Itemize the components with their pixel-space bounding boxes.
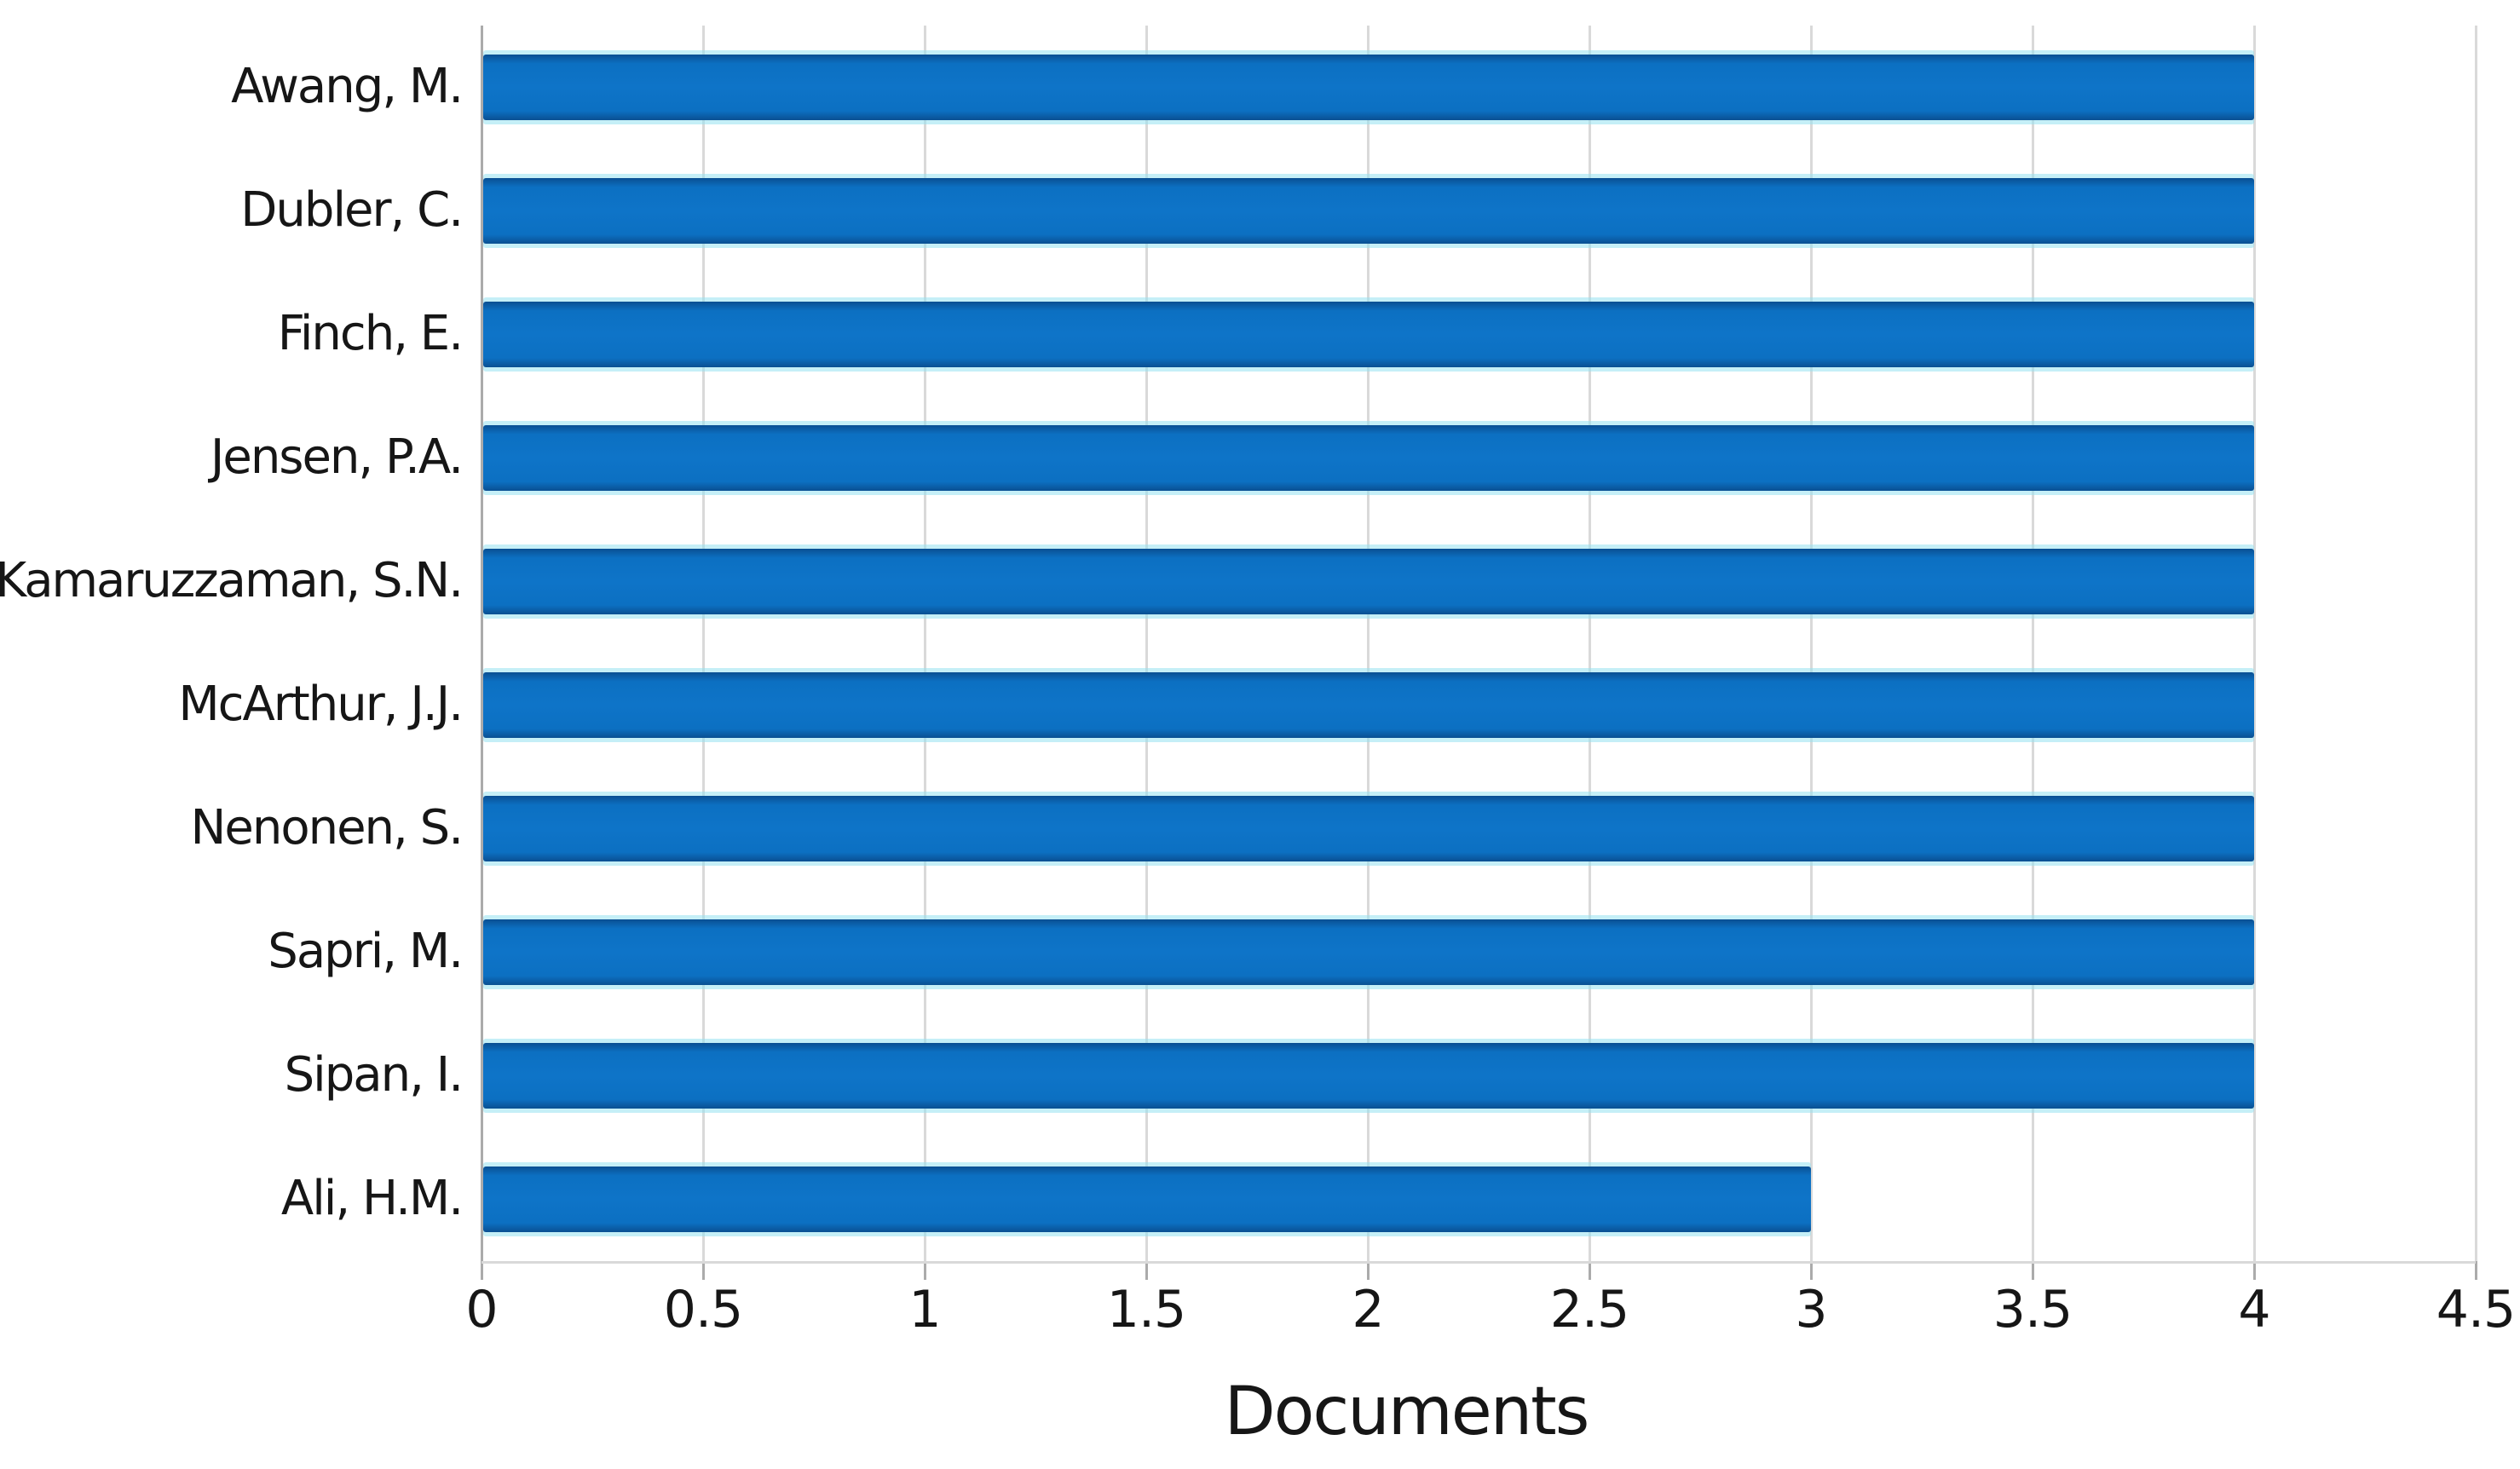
bar-finch-e — [483, 302, 2254, 367]
x-tick-mark — [481, 1261, 483, 1280]
category-label-sipan-i: Sipan, I. — [284, 1046, 464, 1103]
category-label-nenonen-s: Nenonen, S. — [190, 799, 464, 855]
x-tick-label: 0.5 — [663, 1280, 743, 1339]
gridline-x-3.5 — [2032, 26, 2034, 1261]
x-tick-label: 1.5 — [1106, 1280, 1186, 1339]
category-label-jensen-p-a: Jensen, P.A. — [210, 429, 464, 485]
x-tick-label: 4.5 — [2436, 1280, 2516, 1339]
category-label-dubler-c: Dubler, C. — [240, 181, 464, 238]
x-tick-mark — [702, 1261, 705, 1280]
bar-awang-m — [483, 55, 2254, 120]
x-tick-label: 0 — [465, 1280, 498, 1339]
bar-sapri-m — [483, 919, 2254, 985]
x-tick-label: 2.5 — [1549, 1280, 1629, 1339]
category-label-mcarthur-j-j: McArthur, J.J. — [178, 676, 464, 732]
bar-nenonen-s — [483, 796, 2254, 861]
x-tick-mark — [2032, 1261, 2034, 1280]
x-tick-label: 2 — [1352, 1280, 1384, 1339]
x-tick-mark — [924, 1261, 926, 1280]
gridline-x-4 — [2253, 26, 2256, 1261]
x-tick-mark — [1367, 1261, 1370, 1280]
x-tick-label: 4 — [2238, 1280, 2270, 1339]
category-label-awang-m: Awang, M. — [231, 58, 464, 114]
gridline-x-2.5 — [1589, 26, 1591, 1261]
category-label-finch-e: Finch, E. — [277, 305, 464, 361]
bar-ali-h-m — [483, 1167, 1811, 1232]
x-tick-mark — [2475, 1261, 2477, 1280]
bar-kamaruzzaman-s-n — [483, 549, 2254, 614]
bar-jensen-p-a — [483, 425, 2254, 491]
x-tick-mark — [1810, 1261, 1813, 1280]
bar-mcarthur-j-j — [483, 672, 2254, 738]
y-axis-line — [481, 26, 483, 1261]
gridline-x-1.5 — [1145, 26, 1148, 1261]
bar-dubler-c — [483, 178, 2254, 244]
x-tick-label: 3.5 — [1992, 1280, 2073, 1339]
category-label-ali-h-m: Ali, H.M. — [280, 1170, 464, 1226]
gridline-x-3 — [1810, 26, 1813, 1261]
gridline-x-0.5 — [702, 26, 705, 1261]
x-axis-line — [482, 1261, 2476, 1264]
x-tick-label: 1 — [908, 1280, 941, 1339]
bar-sipan-i — [483, 1043, 2254, 1109]
x-tick-label: 3 — [1795, 1280, 1827, 1339]
gridline-x-2 — [1367, 26, 1370, 1261]
x-axis-title: Documents — [1224, 1374, 1590, 1450]
x-tick-mark — [1589, 1261, 1591, 1280]
x-tick-mark — [1145, 1261, 1148, 1280]
gridline-x-1 — [924, 26, 926, 1261]
gridline-x-4.5 — [2475, 26, 2477, 1261]
x-tick-mark — [2253, 1261, 2256, 1280]
category-label-kamaruzzaman-s-n: Kamaruzzaman, S.N. — [0, 552, 464, 608]
category-label-sapri-m: Sapri, M. — [268, 923, 464, 979]
